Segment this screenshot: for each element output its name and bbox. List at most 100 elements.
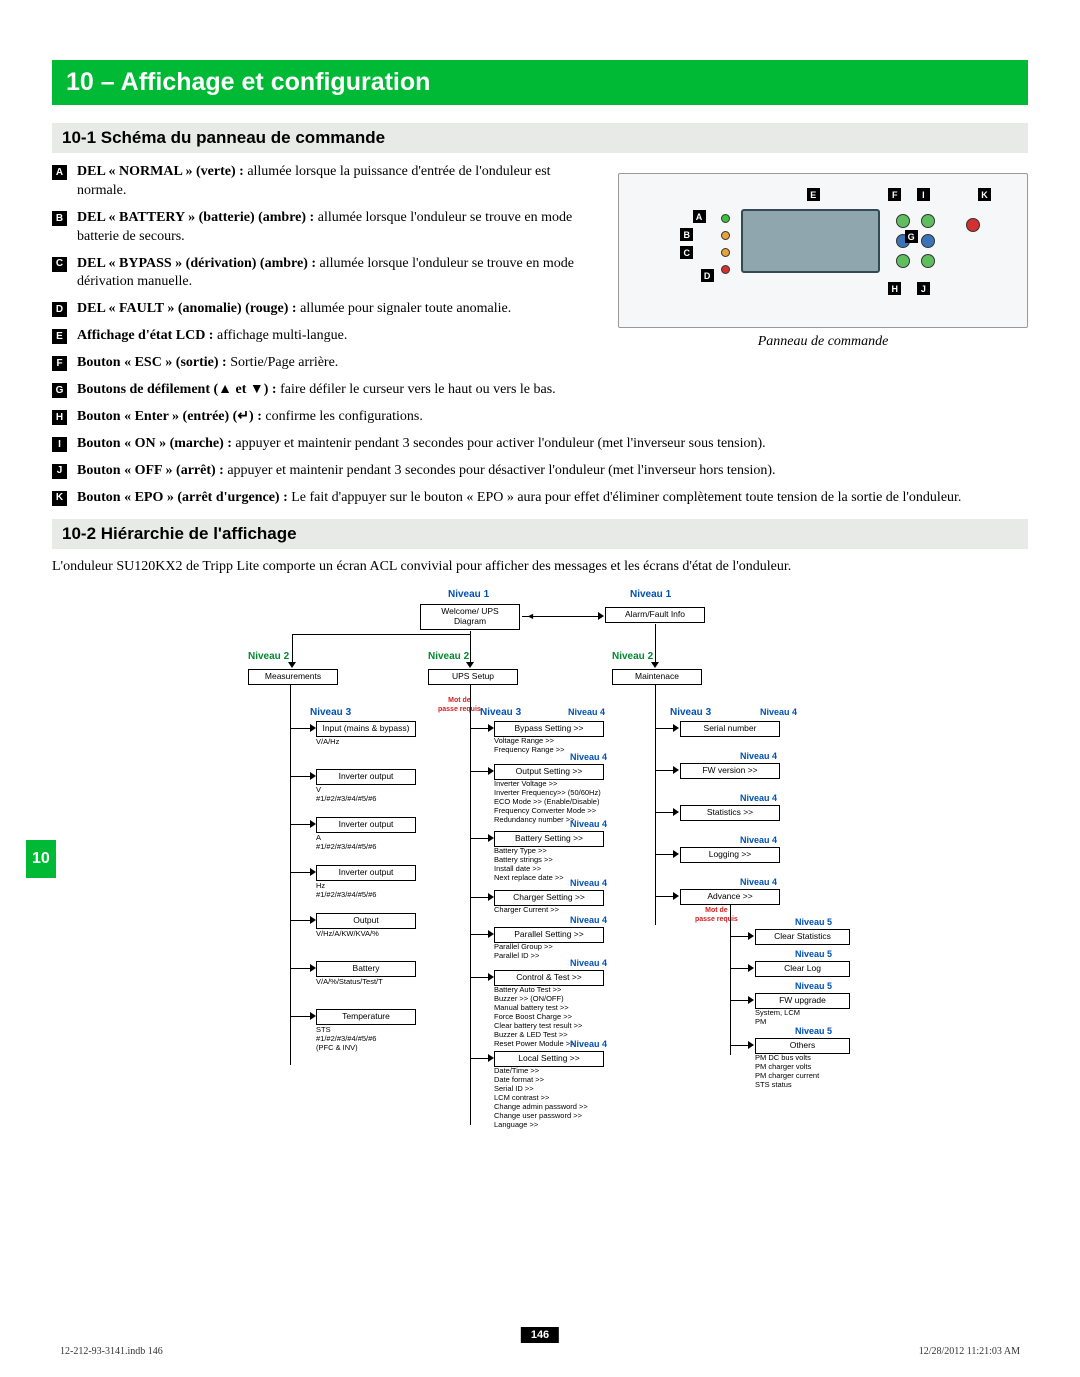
section-2-intro: L'onduleur SU120KX2 de Tripp Lite compor… [52, 559, 1028, 575]
lvl-n4-ups: Niveau 4 [568, 707, 605, 717]
lbl-e: E [807, 188, 820, 201]
definition-text: Affichage d'état LCD : affichage multi-l… [77, 327, 347, 346]
box-alarm: Alarm/Fault Info [605, 607, 705, 623]
lbl-g: G [905, 230, 918, 243]
maint-box: Advance >> [680, 889, 780, 905]
ups-sub: Battery Auto Test >> Buzzer >> (ON/OFF) … [494, 985, 644, 1048]
meas-sub: V/A/Hz [316, 737, 426, 746]
definition-marker: G [52, 383, 67, 398]
definition-text: Bouton « EPO » (arrêt d'urgence) : Le fa… [77, 489, 961, 508]
ups-sub: Charger Current >> [494, 905, 644, 914]
box-welcome: Welcome/ UPS Diagram [420, 604, 520, 630]
definition-item: A DEL « NORMAL » (verte) : allumée lorsqu… [52, 163, 594, 201]
maint-box: Logging >> [680, 847, 780, 863]
led-normal [721, 214, 730, 223]
maint-box: FW version >> [680, 763, 780, 779]
definition-text: Bouton « ESC » (sortie) : Sortie/Page ar… [77, 354, 338, 373]
definition-marker: A [52, 165, 67, 180]
definition-marker: H [52, 410, 67, 425]
definition-text: DEL « BYPASS » (dérivation) (ambre) : al… [77, 255, 594, 293]
lbl-k: K [978, 188, 991, 201]
section-1-header: 10-1 Schéma du panneau de commande [52, 123, 1028, 153]
ups-box: Battery Setting >> [494, 831, 604, 847]
footer-left: 12-212-93-3141.indb 146 [60, 1346, 163, 1357]
definition-item: I Bouton « ON » (marche) : appuyer et mai… [52, 435, 1028, 454]
lvl-1a: Niveau 1 [448, 589, 489, 600]
ups-sub: Voltage Range >> Frequency Range >> [494, 736, 644, 754]
definition-marker: D [52, 302, 67, 317]
lvl-3c: Niveau 3 [670, 707, 711, 718]
led-fault [721, 265, 730, 274]
box-maint: Maintenace [612, 669, 702, 685]
definition-text: Bouton « ON » (marche) : appuyer et main… [77, 435, 766, 454]
lbl-b: B [680, 228, 693, 241]
meas-box: Output [316, 913, 416, 929]
definition-item: G Boutons de défilement (▲ et ▼) : faire … [52, 381, 594, 400]
meas-box: Inverter output [316, 769, 416, 785]
definition-text: DEL « FAULT » (anomalie) (rouge) : allum… [77, 300, 511, 319]
lcd-screen [741, 209, 880, 273]
adv-sub: System, LCM PM [755, 1008, 875, 1026]
ups-sub: Battery Type >> Battery strings >> Insta… [494, 846, 644, 882]
definition-item: FBouton « ESC » (sortie) : Sortie/Page a… [52, 354, 594, 373]
definitions-list-wide: H Bouton « Enter » (entrée) (↵) : confirm… [52, 408, 1028, 508]
definition-marker: J [52, 464, 67, 479]
lbl-j: J [917, 282, 930, 295]
adv-box: Clear Statistics [755, 929, 850, 945]
btn-enter [896, 254, 910, 268]
ups-box: Control & Test >> [494, 970, 604, 986]
definition-item: C DEL « BYPASS » (dérivation) (ambre) : a… [52, 255, 594, 293]
meas-sub: V/Hz/A/KW/KVA/% [316, 929, 426, 938]
pwd-req-1: Mot de passe requis [438, 697, 481, 714]
lbl-a: A [693, 210, 706, 223]
box-meas: Measurements [248, 669, 338, 685]
btn-off [921, 254, 935, 268]
maint-box: Statistics >> [680, 805, 780, 821]
definition-marker: E [52, 329, 67, 344]
ups-sub: Parallel Group >> Parallel ID >> [494, 942, 644, 960]
control-panel-figure: A B C D E F I K G H J [618, 173, 1028, 328]
lvl-2a: Niveau 2 [248, 651, 289, 662]
led-battery [721, 231, 730, 240]
definition-marker: B [52, 211, 67, 226]
definition-item: B DEL « BATTERY » (batterie) (ambre) : al… [52, 209, 594, 247]
definition-text: Bouton « OFF » (arrêt) : appuyer et main… [77, 462, 776, 481]
section-2-header: 10-2 Hiérarchie de l'affichage [52, 519, 1028, 549]
meas-sub: V/A/%/Status/Test/T [316, 977, 426, 986]
definition-marker: I [52, 437, 67, 452]
definition-text: DEL « BATTERY » (batterie) (ambre) : all… [77, 209, 594, 247]
definition-marker: C [52, 257, 67, 272]
ups-sub: Date/Time >> Date format >> Serial ID >>… [494, 1066, 644, 1129]
meas-box: Battery [316, 961, 416, 977]
ups-box: Parallel Setting >> [494, 927, 604, 943]
definition-text: Bouton « Enter » (entrée) (↵) : confirme… [77, 408, 423, 427]
maint-box: Serial number [680, 721, 780, 737]
lvl-n4-maint: Niveau 4 [760, 707, 797, 717]
lbl-f: F [888, 188, 901, 201]
side-tab: 10 [26, 840, 56, 878]
btn-down [921, 234, 935, 248]
chapter-header: 10 – Affichage et configuration [52, 60, 1028, 105]
lvl-3b: Niveau 3 [480, 707, 521, 718]
adv-box: Clear Log [755, 961, 850, 977]
ups-box: Local Setting >> [494, 1051, 604, 1067]
lvl-2c: Niveau 2 [612, 651, 653, 662]
hierarchy-diagram: Niveau 1 Niveau 1 Welcome/ UPS Diagram A… [140, 589, 940, 1209]
definition-text: DEL « NORMAL » (verte) : allumée lorsque… [77, 163, 594, 201]
led-bypass [721, 248, 730, 257]
definition-item: KBouton « EPO » (arrêt d'urgence) : Le f… [52, 489, 1028, 508]
lvl-3a: Niveau 3 [310, 707, 351, 718]
box-ups: UPS Setup [428, 669, 518, 685]
ups-box: Output Setting >> [494, 764, 604, 780]
definition-item: J Bouton « OFF » (arrêt) : appuyer et mai… [52, 462, 1028, 481]
btn-esc [896, 214, 910, 228]
lvl-1b: Niveau 1 [630, 589, 671, 600]
lbl-d: D [701, 269, 714, 282]
meas-box: Inverter output [316, 865, 416, 881]
lbl-i: I [917, 188, 930, 201]
ups-sub: Inverter Voltage >> Inverter Frequency>>… [494, 779, 644, 824]
meas-sub: STS #1/#2/#3/#4/#5/#6 (PFC & INV) [316, 1025, 426, 1052]
meas-sub: V #1/#2/#3/#4/#5/#6 [316, 785, 426, 803]
meas-box: Inverter output [316, 817, 416, 833]
definition-text: Boutons de défilement (▲ et ▼) : faire d… [77, 381, 556, 400]
